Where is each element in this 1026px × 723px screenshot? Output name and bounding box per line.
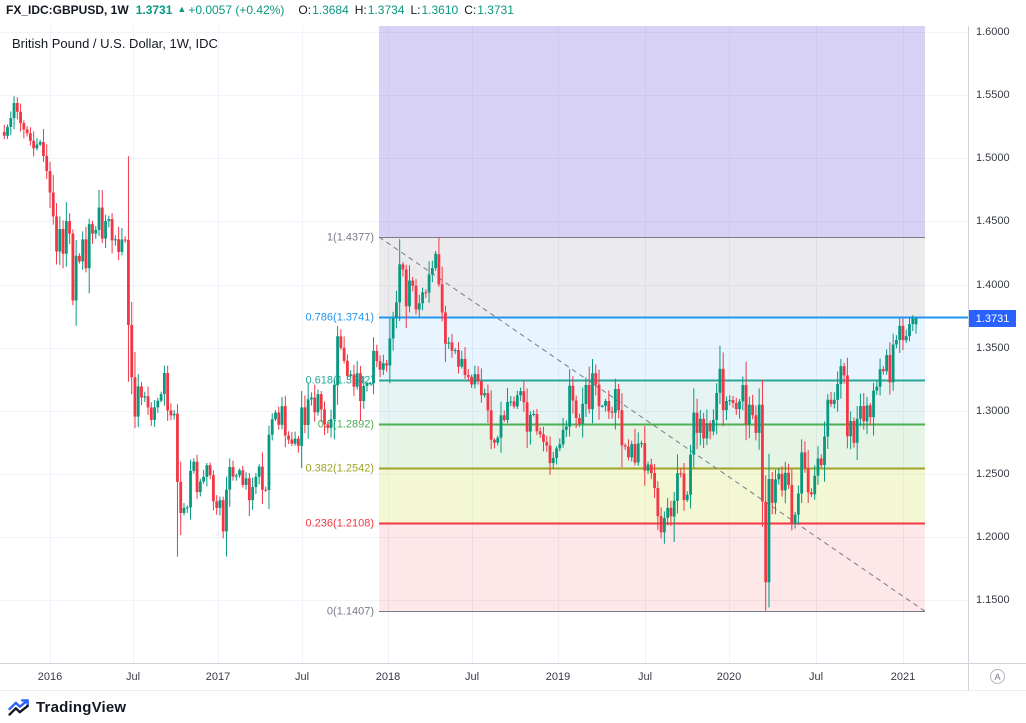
- ohlc-label: C:: [464, 3, 477, 17]
- chart-area: British Pound / U.S. Dollar, 1W, IDC 1.3…: [0, 26, 1026, 663]
- time-axis-row: 2016 Jul 2017 Jul 2018 Jul 2019 Jul 2020 Jul 2021 …: [0, 663, 1026, 690]
- ohlc-label: H:: [354, 3, 367, 17]
- time-tick-label: Jul: [637, 671, 653, 683]
- ohlc-value: 1.3734: [367, 3, 405, 17]
- price-chart-canvas[interactable]: [0, 26, 968, 663]
- price-tick-label: 1.3500: [976, 341, 1010, 354]
- ohlc-value: 1.3731: [477, 3, 514, 17]
- axis-corner: A: [968, 664, 1026, 690]
- footer-bar: TradingView: [0, 690, 1026, 723]
- price-tick-label: 1.2500: [976, 467, 1010, 480]
- price-axis[interactable]: 1.3731 1.6000 1.5500 1.5000 1.4500 1.4000 1.3…: [968, 26, 1026, 663]
- time-tick-label: 2021: [890, 671, 916, 683]
- ohlc-value: 1.3684: [312, 3, 349, 17]
- price-change: +0.0057 (+0.42%): [188, 3, 285, 17]
- ohlc-values: O:1.3684 H:1.3734 L:1.3610 C:1.3731: [292, 3, 514, 17]
- tradingview-brand[interactable]: TradingView: [36, 698, 127, 716]
- change-up-arrow-icon: ▲: [177, 4, 187, 14]
- auto-scale-button[interactable]: A: [990, 669, 1005, 684]
- ohlc-label: L:: [410, 3, 421, 17]
- ohlc-value: 1.3610: [421, 3, 459, 17]
- price-tick-label: 1.4500: [976, 215, 1010, 228]
- price-tick-label: 1.3000: [976, 404, 1010, 417]
- time-tick-label: 2019: [545, 671, 571, 683]
- chart-plot-area[interactable]: British Pound / U.S. Dollar, 1W, IDC: [0, 26, 968, 663]
- price-tick-label: 1.6000: [976, 26, 1010, 39]
- last-price: 1.3731: [135, 3, 173, 17]
- ohlc-label: O:: [298, 3, 312, 17]
- symbol-info-bar: FX_IDC:GBPUSD, 1W 1.3731 ▲ +0.0057 (+0.4…: [0, 0, 1026, 26]
- time-tick-label: Jul: [464, 671, 480, 683]
- price-tick-label: 1.5500: [976, 89, 1010, 102]
- price-tick-label: 1.2000: [976, 530, 1010, 543]
- tradingview-logo-icon[interactable]: [8, 698, 30, 717]
- price-tick-label: 1.4000: [976, 278, 1010, 291]
- time-tick-label: 2016: [37, 671, 63, 683]
- time-tick-label: Jul: [294, 671, 310, 683]
- time-tick-label: 2020: [716, 671, 742, 683]
- time-tick-label: 2017: [205, 671, 231, 683]
- time-axis[interactable]: 2016 Jul 2017 Jul 2018 Jul 2019 Jul 2020 Jul 2021: [0, 664, 968, 690]
- last-price-badge: 1.3731: [969, 310, 1016, 328]
- price-tick-label: 1.1500: [976, 593, 1010, 606]
- time-tick-label: Jul: [125, 671, 141, 683]
- time-tick-label: 2018: [375, 671, 401, 683]
- pane-title[interactable]: British Pound / U.S. Dollar, 1W, IDC: [12, 36, 218, 51]
- time-tick-label: Jul: [808, 671, 824, 683]
- symbol-name[interactable]: FX_IDC:GBPUSD, 1W: [6, 3, 129, 17]
- price-tick-label: 1.5000: [976, 152, 1010, 165]
